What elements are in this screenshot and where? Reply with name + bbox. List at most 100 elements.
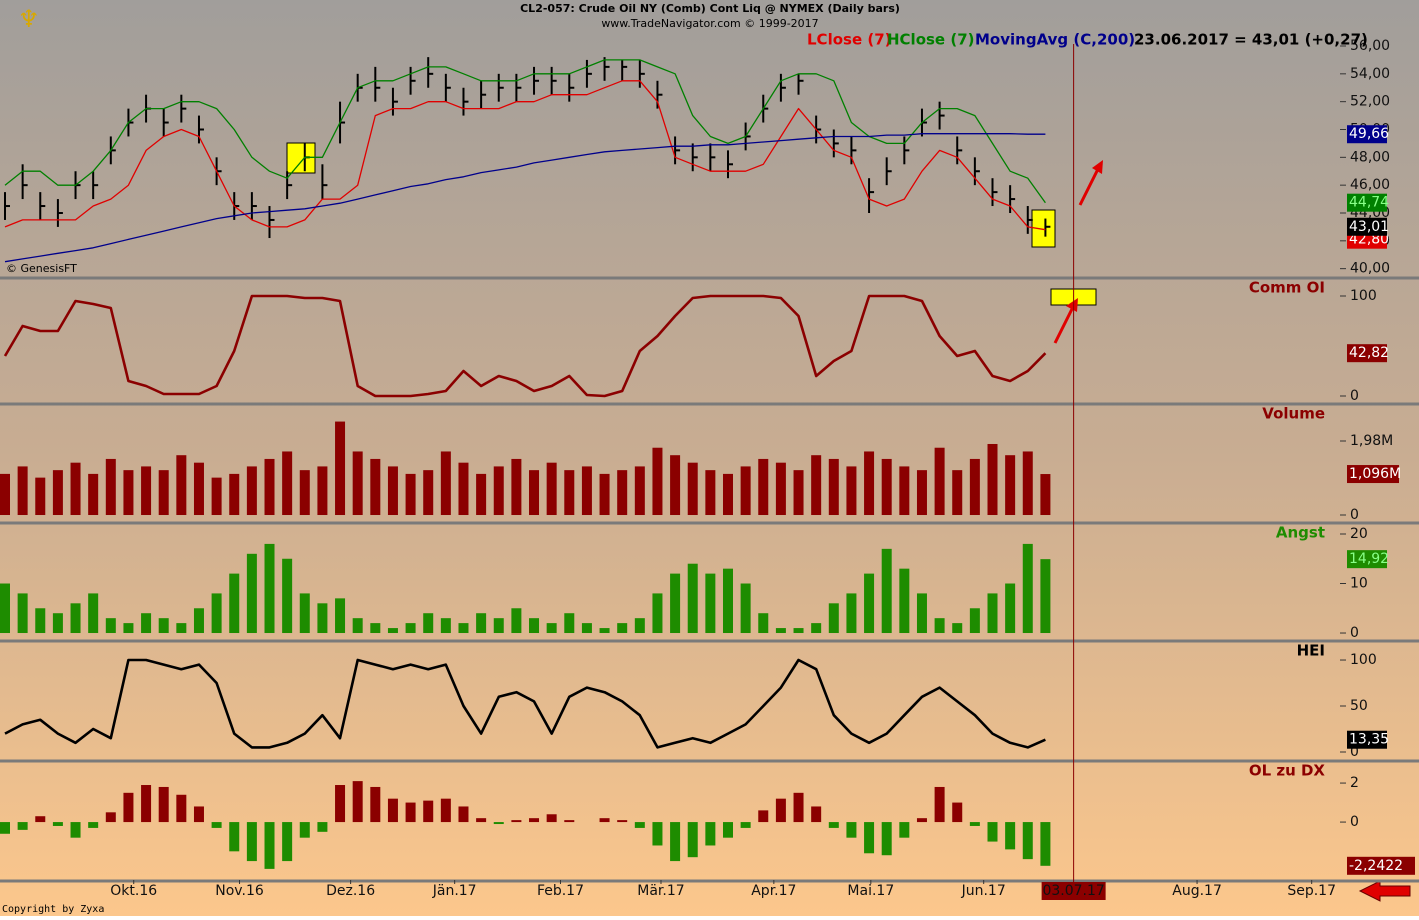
footer: Copyright by Zyxa <box>2 904 104 915</box>
bar <box>1022 822 1033 860</box>
bar <box>158 470 169 516</box>
bar <box>476 473 487 516</box>
chart-title: CL2-057: Crude Oil NY (Comb) Cont Liq @ … <box>520 2 900 15</box>
value-tag <box>1347 730 1387 749</box>
bar <box>88 473 99 516</box>
bar <box>299 822 310 838</box>
y-tick-label: 46,00 <box>1350 177 1390 193</box>
bar <box>722 568 733 634</box>
bar <box>811 806 822 823</box>
bar <box>229 473 240 516</box>
highlight-box <box>286 142 316 174</box>
bar <box>370 786 381 823</box>
bar <box>811 455 822 516</box>
bar <box>282 822 293 862</box>
bar <box>387 798 398 823</box>
bar <box>299 470 310 516</box>
bar <box>105 812 116 823</box>
source: © GenesisFT <box>6 262 77 275</box>
bar <box>476 818 487 823</box>
x-tick-label: Jun.17 <box>961 883 1006 899</box>
bar <box>687 462 698 516</box>
bar <box>811 623 822 634</box>
y-tick-label: 100 <box>1350 652 1377 668</box>
bar <box>1022 451 1033 516</box>
arrow <box>1078 164 1102 206</box>
x-tick-label: Mär.17 <box>637 883 684 899</box>
bar <box>0 583 10 634</box>
bar <box>141 466 152 516</box>
value-tag <box>1347 550 1387 569</box>
bar <box>246 553 257 634</box>
bar <box>793 470 804 516</box>
panel-title: Volume <box>1262 405 1325 423</box>
bar <box>193 806 204 823</box>
bar <box>881 548 892 634</box>
bar <box>881 458 892 516</box>
bar <box>70 603 81 634</box>
bar <box>440 618 451 634</box>
bar <box>634 618 645 634</box>
bar <box>722 473 733 516</box>
bar <box>141 613 152 634</box>
y-tick-label: 40,00 <box>1350 261 1390 277</box>
value-tag-label: 14,92 <box>1349 551 1389 567</box>
bar <box>916 593 927 634</box>
bar <box>1022 543 1033 634</box>
bar <box>17 822 28 830</box>
value-tag <box>1347 217 1387 236</box>
arrow-head <box>1066 298 1078 312</box>
bar <box>899 466 910 516</box>
bar <box>52 470 63 516</box>
bar <box>211 593 222 634</box>
bar <box>529 818 540 823</box>
bar <box>599 818 610 823</box>
bar <box>987 822 998 842</box>
y-tick-label: 56,00 <box>1350 38 1390 54</box>
bar <box>969 458 980 516</box>
bar <box>229 573 240 634</box>
value-tag-label: 43,01 <box>1349 219 1389 235</box>
bar <box>176 794 187 823</box>
x-tick-label: Sep.17 <box>1287 883 1336 899</box>
bar <box>581 466 592 516</box>
bar <box>405 473 416 516</box>
bar <box>88 822 99 828</box>
y-tick-label: 1,98M <box>1350 433 1393 449</box>
bar <box>564 820 575 823</box>
line <box>4 80 1046 231</box>
bar <box>105 458 116 516</box>
bar <box>123 623 134 634</box>
bar <box>264 543 275 634</box>
value-tag <box>1347 856 1415 875</box>
bar <box>1040 822 1051 866</box>
bar <box>599 473 610 516</box>
bar <box>899 822 910 838</box>
y-tick-label: 0 <box>1350 744 1359 760</box>
bar <box>617 470 628 516</box>
value-tag <box>1347 465 1399 484</box>
panel-title: Comm OI <box>1249 279 1325 297</box>
bar <box>0 473 10 516</box>
bar <box>1005 583 1016 634</box>
bar <box>0 822 10 834</box>
y-tick-label: 20 <box>1350 526 1368 542</box>
bar <box>740 583 751 634</box>
y-tick-label: 0 <box>1350 507 1359 523</box>
bar <box>987 443 998 516</box>
y-tick-label: 10 <box>1350 576 1368 592</box>
y-tick-label: 0 <box>1350 388 1359 404</box>
cursor-label: 03.07.17 <box>1042 883 1104 899</box>
bar <box>758 810 769 823</box>
line <box>3 294 1047 398</box>
bar <box>564 470 575 516</box>
x-tick-label: Mai.17 <box>847 883 894 899</box>
bar <box>828 603 839 634</box>
bar <box>969 608 980 634</box>
value-tag-label: 13,35 <box>1349 732 1389 748</box>
bar <box>599 628 610 634</box>
bar <box>740 466 751 516</box>
bar <box>370 623 381 634</box>
bar <box>246 822 257 862</box>
